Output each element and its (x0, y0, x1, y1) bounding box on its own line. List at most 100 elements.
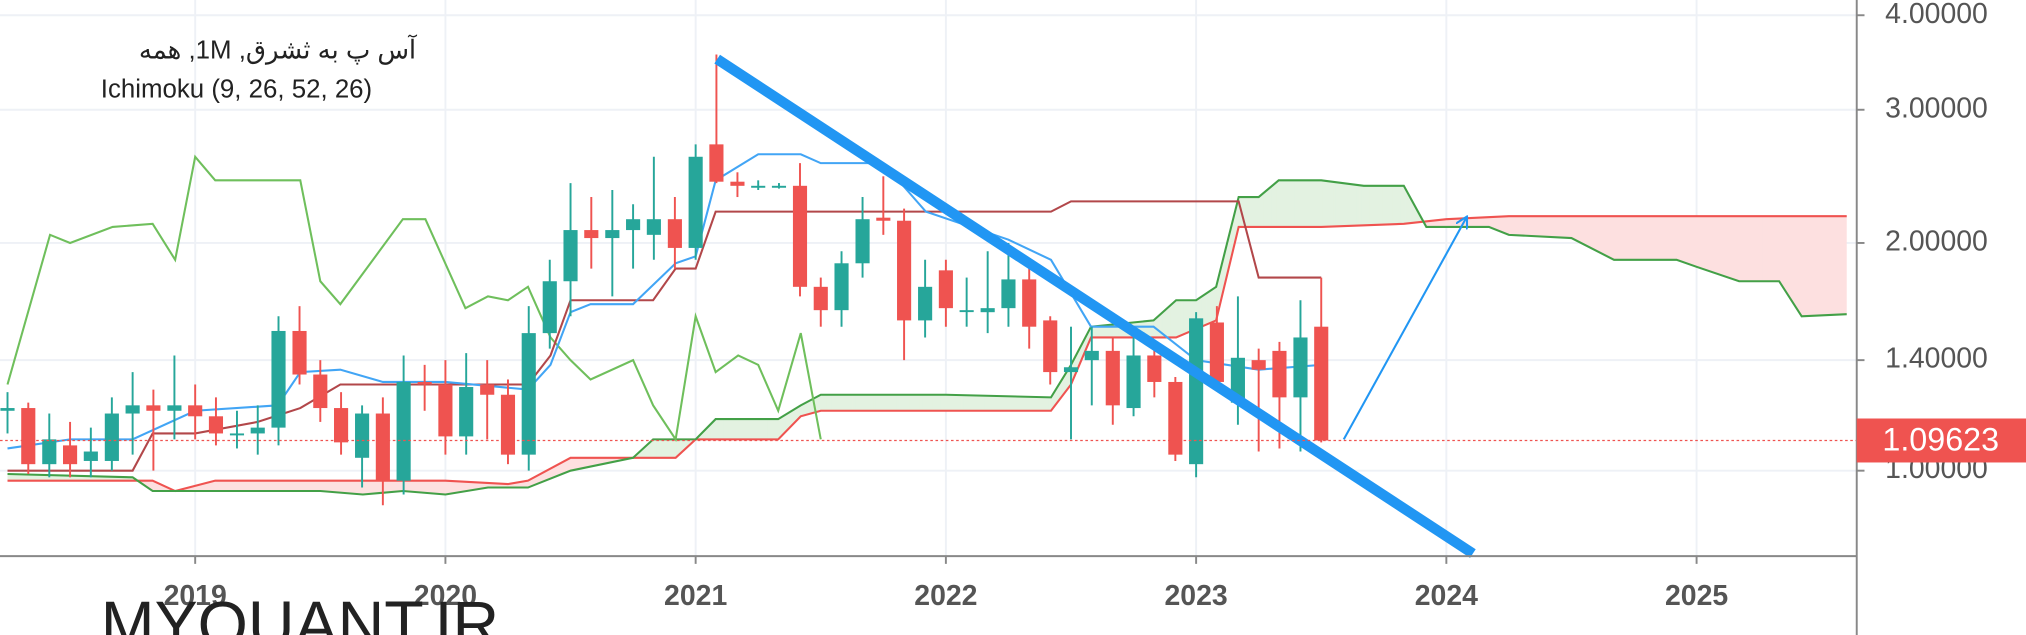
cloud-strip (211, 480, 215, 492)
cloud-strip (1467, 218, 1471, 227)
cloud-strip (467, 481, 471, 491)
cloud-strip (591, 457, 595, 467)
cloud-strip (808, 399, 812, 415)
legend-title: آس پ به ثشرق, 1M, همه (139, 34, 418, 66)
cloud-strip (1271, 184, 1275, 227)
cloud-strip (1503, 216, 1507, 234)
cloud-strip (1245, 197, 1249, 227)
cloud-strip (1172, 300, 1176, 338)
cloud-strip (891, 394, 895, 411)
cloud-strip (777, 417, 781, 440)
legend-indicator: Ichimoku (9, 26, 52, 26) (101, 75, 372, 103)
cloud-strip (281, 480, 285, 492)
cloud-strip (1666, 216, 1670, 260)
cloud-strip (1640, 216, 1644, 260)
cloud-strip (315, 480, 318, 492)
cloud-strip (986, 395, 990, 411)
cloud-strip (1658, 216, 1662, 260)
cloud-strip (1762, 216, 1766, 282)
candle-body (542, 281, 557, 334)
cloud-strip (666, 439, 670, 458)
cloud-strip (379, 480, 383, 494)
cloud-strip (1278, 180, 1282, 227)
cloud-strip (247, 480, 251, 492)
cloud-strip (870, 394, 874, 411)
cloud-strip (979, 395, 983, 411)
cloud-strip (1095, 325, 1099, 338)
cloud-strip (1100, 325, 1104, 338)
cloud-strip (1157, 314, 1161, 338)
cloud-strip (1470, 217, 1474, 227)
cloud-strip (255, 480, 259, 492)
cloud-strip (1653, 216, 1657, 260)
cloud-strip (307, 480, 311, 492)
candle-body (146, 405, 161, 411)
cloud-strip (594, 457, 598, 466)
candle-body (980, 308, 995, 313)
cloud-strip (1803, 216, 1807, 317)
cloud-strip (656, 439, 660, 458)
cloud-strip (756, 419, 760, 440)
cloud-strip (1527, 216, 1530, 236)
cloud-strip (1795, 216, 1799, 312)
cloud-strip (371, 480, 375, 494)
candle-body (355, 413, 370, 458)
candle-body (771, 185, 787, 188)
cloud-strip (557, 463, 561, 476)
candle-body (1001, 279, 1016, 309)
cloud-strip (1725, 216, 1729, 278)
cloud-strip (1472, 217, 1476, 227)
cloud-strip (1408, 193, 1412, 224)
cloud-strip (444, 480, 448, 495)
cloud-strip (1669, 216, 1673, 260)
cloud-strip (1371, 185, 1375, 226)
cloud-strip (1379, 185, 1383, 225)
cloud-strip (1036, 396, 1039, 411)
candle-body (855, 219, 870, 264)
cloud-strip (981, 395, 985, 411)
cloud-strip (278, 480, 282, 492)
cloud-strip (1733, 216, 1737, 281)
cloud-strip (77, 475, 81, 481)
candle-body (646, 219, 661, 235)
cloud-strip (948, 394, 952, 411)
cloud-strip (1402, 185, 1406, 224)
cloud-strip (1064, 371, 1068, 394)
cloud-strip (754, 419, 758, 440)
cloud-strip (449, 480, 453, 494)
cloud-strip (1030, 396, 1034, 411)
cloud-strip (749, 419, 753, 440)
cloud-strip (1023, 396, 1027, 411)
cloud-strip (1542, 216, 1546, 237)
candle-body (438, 384, 453, 437)
cloud-strip (542, 471, 546, 482)
cloud-strip (762, 419, 766, 440)
cloud-strip (1333, 181, 1337, 227)
cloud-strip (56, 475, 60, 481)
cloud-strip (718, 419, 722, 440)
cloud-strip (1573, 216, 1577, 241)
cloud-strip (1617, 216, 1621, 260)
cloud-strip (1366, 185, 1370, 226)
cloud-strip (1586, 216, 1590, 248)
cloud-strip (917, 394, 921, 411)
cloud-strip (333, 480, 337, 493)
cloud-strip (1689, 216, 1693, 266)
cloud-strip (229, 480, 233, 492)
cloud-strip (1534, 216, 1538, 237)
cloud-strip (408, 480, 412, 492)
cloud-strip (829, 394, 833, 411)
cloud-strip (1514, 216, 1518, 236)
cloud-strip (849, 394, 853, 411)
cloud-strip (653, 439, 657, 458)
cloud-strip (1211, 288, 1215, 323)
cloud-strip (785, 413, 789, 433)
cloud-strip (1382, 185, 1386, 225)
cloud-strip (1744, 216, 1748, 282)
cloud-strip (999, 396, 1003, 411)
cloud-strip (893, 394, 897, 411)
cloud-strip (309, 480, 313, 492)
cloud-strip (1707, 216, 1711, 272)
cloud-strip (317, 480, 321, 492)
cloud-strip (418, 480, 422, 493)
